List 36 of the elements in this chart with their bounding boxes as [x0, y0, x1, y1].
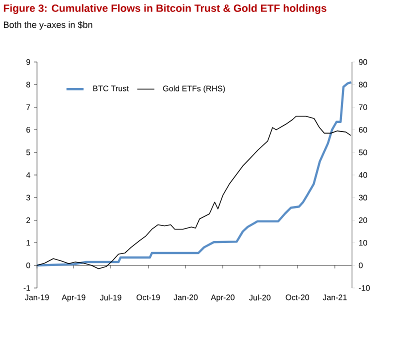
x-tick-label: Apr-19 — [62, 294, 86, 302]
x-tick-label: Jan-20 — [174, 294, 198, 300]
y2-tick-label: 80 — [358, 82, 368, 88]
y2-tick-label: 60 — [358, 126, 368, 133]
y2-tick-label: 50 — [358, 150, 368, 156]
y-tick-label: 1 — [26, 240, 30, 246]
y-tick-label: 5 — [26, 150, 30, 156]
y2-tick-label: 90 — [358, 59, 368, 65]
y-tick-label: 2 — [26, 217, 30, 223]
legend-label: Gold ETFs (RHS) — [163, 85, 225, 93]
y2-tick-label: 10 — [359, 240, 368, 246]
y-tick-label: 9 — [26, 59, 30, 65]
y-tick-label: 8 — [26, 82, 30, 88]
y2-tick-label: 40 — [358, 172, 368, 178]
y2-tick-label: 70 — [358, 104, 368, 110]
y2-tick-label: -10 — [358, 285, 370, 291]
chart-subtitle: Both the y-axes in $bn — [4, 21, 92, 30]
y-tick-label: 6 — [26, 126, 30, 133]
x-tick-label: Oct-19 — [136, 294, 160, 300]
y-tick-label: -1 — [24, 285, 30, 291]
chart-title: Figure 3: Cumulative Flows in Bitcoin Trust & Gold ETF holdings — [4, 4, 326, 14]
line-series — [36, 81, 352, 266]
y2-tick-label: 0 — [358, 262, 363, 268]
x-tick-label: Apr-20 — [210, 294, 235, 302]
x-tick-label: Jul-19 — [100, 294, 122, 300]
y2-tick-label: 30 — [358, 194, 368, 200]
y2-tick-label: 20 — [358, 217, 368, 224]
x-tick-label: Jul-20 — [249, 294, 270, 300]
x-tick-label: Oct-20 — [286, 294, 310, 300]
x-tick-label: Jan-19 — [24, 294, 49, 300]
y-tick-label: 3 — [26, 194, 30, 200]
y-tick-label: 7 — [26, 104, 30, 110]
y-tick-label: 0 — [26, 262, 30, 268]
y-tick-label: 4 — [26, 172, 30, 178]
legend-label: BTC Trust — [93, 86, 129, 92]
x-tick-label: Jan-21 — [322, 294, 347, 300]
